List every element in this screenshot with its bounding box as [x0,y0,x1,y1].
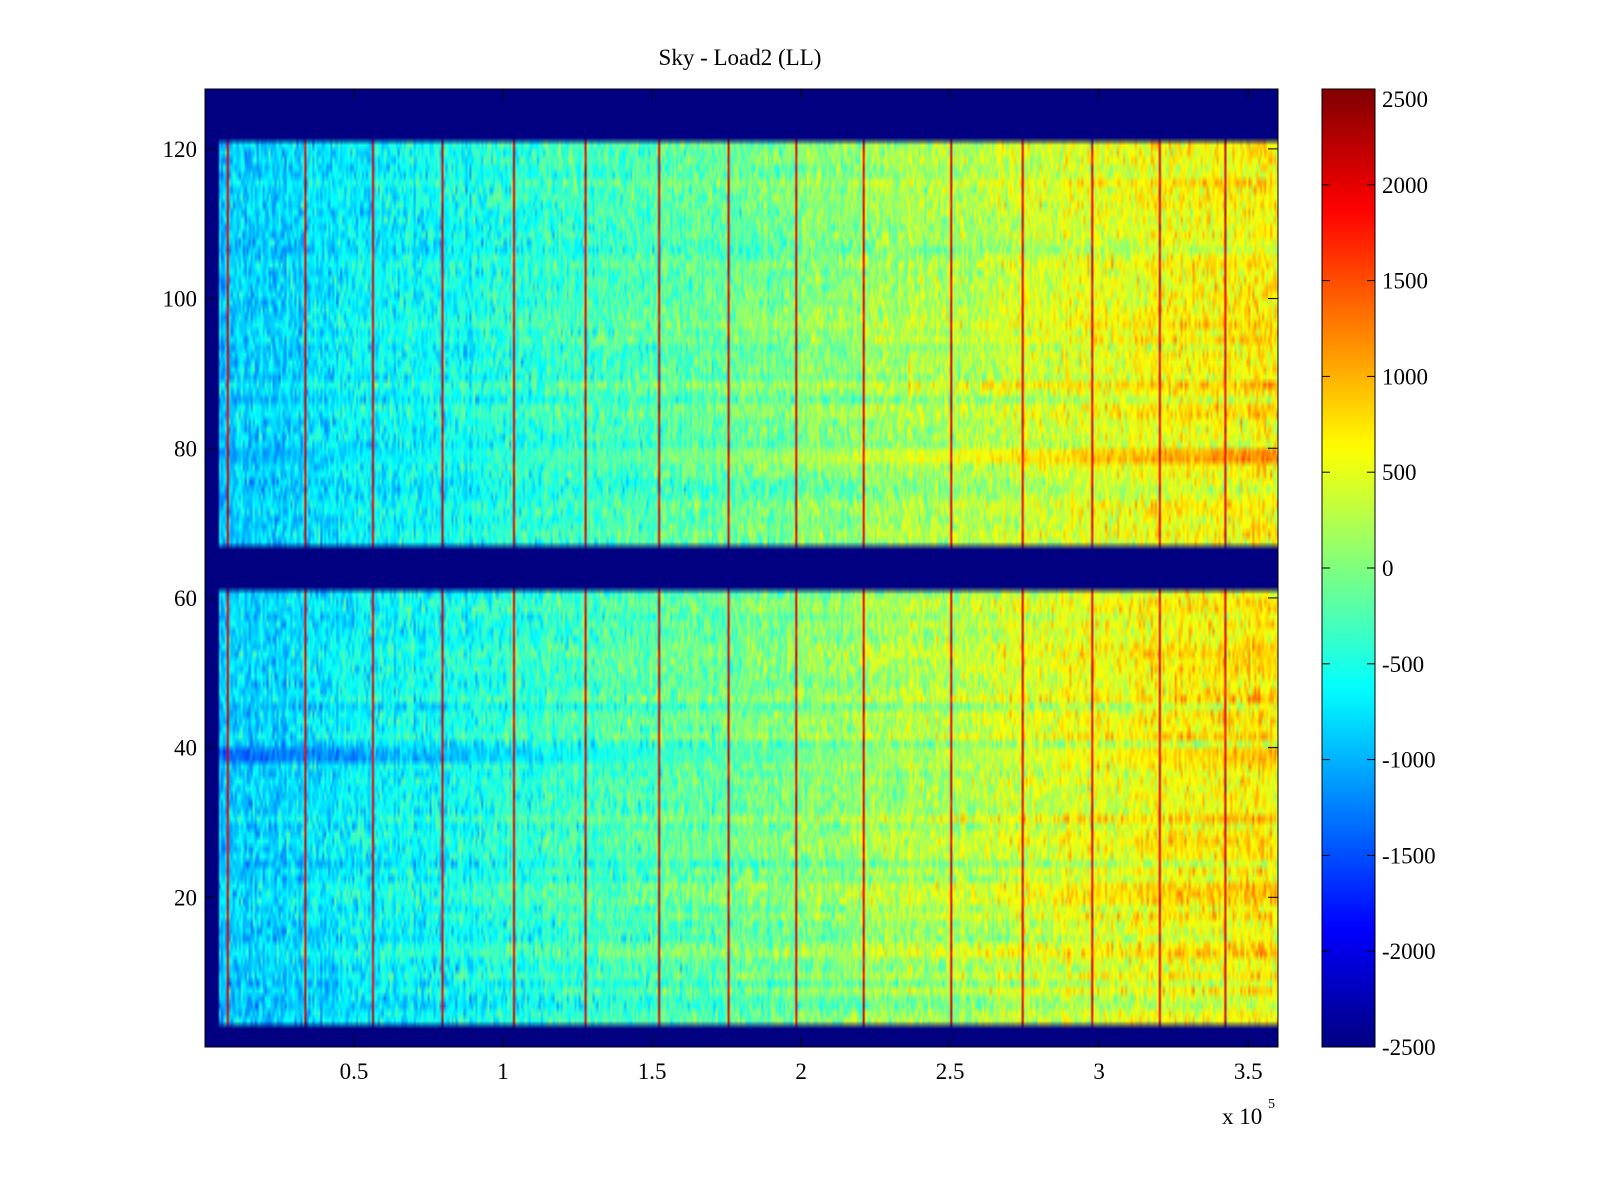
colorbar-tick-label: -2500 [1382,1035,1436,1060]
colorbar: 2500 2000 1500 1000 500 0 -500 -1000 -1500 -2000 -… [1321,87,1436,1060]
y-tick-label: 40 [174,736,197,761]
x-tick-label: 3 [1093,1059,1105,1084]
y-tick-label: 100 [163,287,198,312]
colorbar-gradient [1322,89,1375,1047]
x-tick-label: 2 [795,1059,807,1084]
heatmap-image [205,89,1278,1047]
heatmap: 0.5 1 1.5 2 2.5 3 3.5 20 40 60 80 100 120 x 10 5 [163,88,1279,1129]
x-tick-label: 2.5 [936,1059,965,1084]
colorbar-tick-label: 0 [1382,556,1394,581]
x-tick-label: 1 [497,1059,509,1084]
x-axis: 0.5 1 1.5 2 2.5 3 3.5 [340,89,1263,1084]
x-tick-label: 0.5 [340,1059,369,1084]
colorbar-tick-label: -2000 [1382,939,1436,964]
y-tick-label: 120 [163,137,198,162]
x-tick-label: 1.5 [638,1059,667,1084]
x-tick-label: 3.5 [1234,1059,1263,1084]
colorbar-tick-label: 500 [1382,460,1417,485]
y-tick-label: 20 [174,885,197,910]
colorbar-tick-label: -1000 [1382,748,1436,773]
colorbar-tick-label: 2000 [1382,173,1428,198]
y-tick-label: 60 [174,586,197,611]
colorbar-ticks: 2500 2000 1500 1000 500 0 -500 -1000 -1500 -2000 -… [1322,87,1436,1060]
x-scale-note: x 10 5 [1222,1097,1275,1129]
chart-title: Sky - Load2 (LL) [659,45,822,70]
x-scale-exponent: 5 [1268,1097,1275,1112]
colorbar-tick-label: -500 [1382,652,1424,677]
colorbar-tick-label: -1500 [1382,843,1436,868]
plot-frame [204,88,1279,1048]
y-axis: 20 40 60 80 100 120 [163,137,1278,910]
y-tick-label: 80 [174,436,197,461]
colorbar-tick-label: 2500 [1382,87,1428,112]
colorbar-tick-label: 1500 [1382,269,1428,294]
x-scale-base: x 10 [1222,1104,1262,1129]
colorbar-tick-label: 1000 [1382,364,1428,389]
